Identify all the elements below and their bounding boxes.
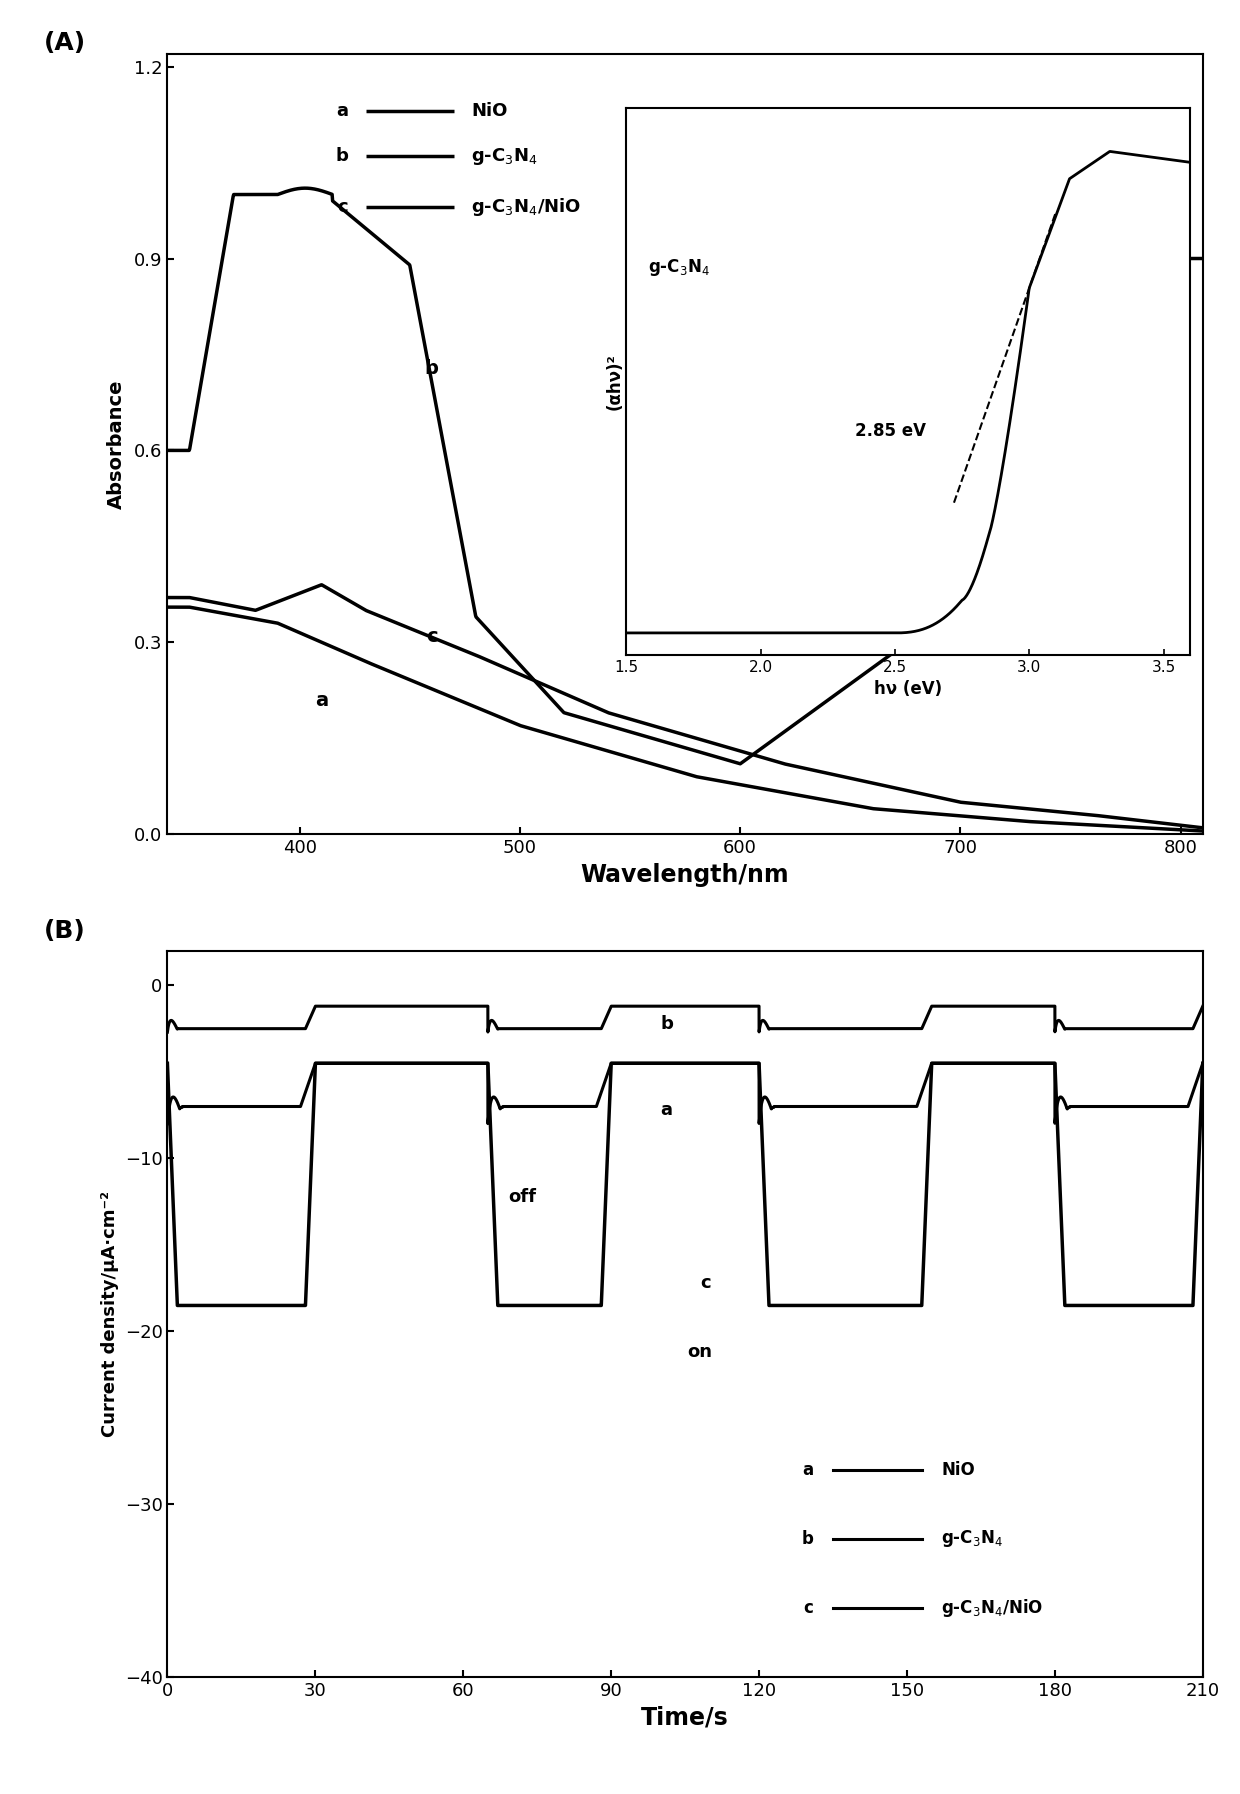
Y-axis label: Absorbance: Absorbance xyxy=(107,379,125,509)
X-axis label: Wavelength/nm: Wavelength/nm xyxy=(580,863,790,886)
Text: (A): (A) xyxy=(43,30,86,56)
Text: (B): (B) xyxy=(43,919,86,944)
Text: on: on xyxy=(687,1344,713,1362)
Text: g-C$_3$N$_4$: g-C$_3$N$_4$ xyxy=(941,1528,1003,1550)
Text: c: c xyxy=(427,628,438,646)
Text: a: a xyxy=(315,691,329,710)
Text: c: c xyxy=(337,199,348,217)
Text: a: a xyxy=(661,1102,672,1119)
Text: NiO: NiO xyxy=(471,102,508,120)
Text: c: c xyxy=(699,1274,711,1292)
Text: b: b xyxy=(801,1530,813,1548)
Text: b: b xyxy=(425,359,439,379)
Text: NiO: NiO xyxy=(941,1460,975,1478)
Text: g-C$_3$N$_4$/NiO: g-C$_3$N$_4$/NiO xyxy=(941,1597,1044,1620)
X-axis label: hν (eV): hν (eV) xyxy=(874,680,942,698)
Text: g-C$_3$N$_4$: g-C$_3$N$_4$ xyxy=(471,145,538,167)
X-axis label: Time/s: Time/s xyxy=(641,1706,729,1729)
Text: b: b xyxy=(661,1015,673,1033)
Text: off: off xyxy=(508,1188,537,1206)
Text: g-C$_3$N$_4$/NiO: g-C$_3$N$_4$/NiO xyxy=(471,196,582,219)
Text: c: c xyxy=(804,1598,813,1616)
Text: b: b xyxy=(335,147,348,165)
Text: 2.85 eV: 2.85 eV xyxy=(854,422,925,440)
Y-axis label: (αhν)²: (αhν)² xyxy=(605,353,624,409)
Text: a: a xyxy=(802,1460,813,1478)
Text: g-C$_3$N$_4$: g-C$_3$N$_4$ xyxy=(647,257,709,278)
Y-axis label: Current density/μA·cm⁻²: Current density/μA·cm⁻² xyxy=(102,1191,119,1437)
Text: a: a xyxy=(336,102,348,120)
